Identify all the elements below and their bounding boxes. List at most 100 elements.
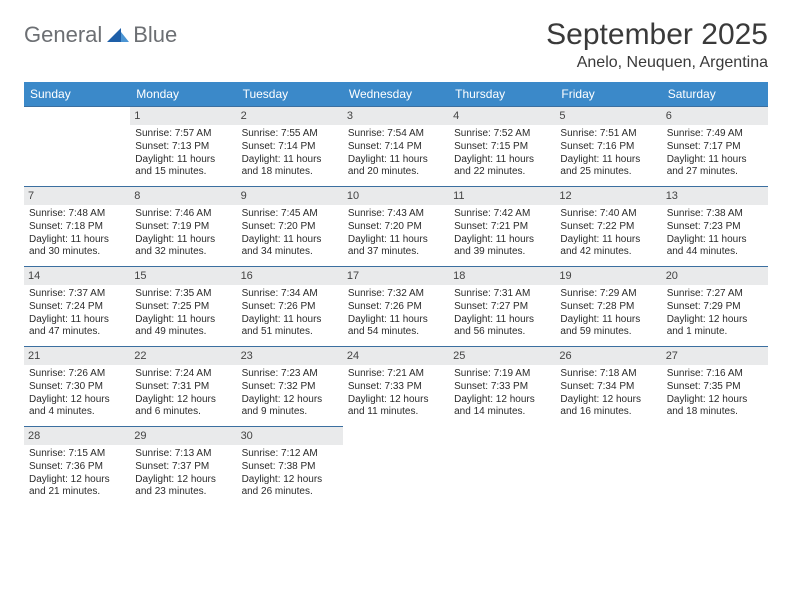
day-number: 5 xyxy=(555,107,661,125)
day-details: Sunrise: 7:21 AMSunset: 7:33 PMDaylight:… xyxy=(348,368,444,419)
weekday-header: Saturday xyxy=(662,82,768,107)
calendar-cell: 2 Sunrise: 7:55 AMSunset: 7:14 PMDaylight… xyxy=(237,107,343,187)
calendar-cell: 30Sunrise: 7:12 AMSunset: 7:38 PMDayligh… xyxy=(237,427,343,507)
calendar-cell: 22 Sunrise: 7:24 AMSunset: 7:31 PMDayligh… xyxy=(130,347,236,427)
calendar-cell: 8 Sunrise: 7:46 AMSunset: 7:19 PMDaylight… xyxy=(130,187,236,267)
calendar-cell: 11Sunrise: 7:42 AMSunset: 7:21 PMDayligh… xyxy=(449,187,555,267)
day-number: 13 xyxy=(662,187,768,205)
day-details: Sunrise: 7:49 AMSunset: 7:17 PMDaylight:… xyxy=(667,128,763,179)
day-details: Sunrise: 7:29 AMSunset: 7:28 PMDaylight:… xyxy=(560,288,656,339)
day-number: 3 xyxy=(343,107,449,125)
calendar-week-row: 28 Sunrise: 7:15 AMSunset: 7:36 PMDayligh… xyxy=(24,427,768,507)
calendar-cell: 5 Sunrise: 7:51 AMSunset: 7:16 PMDaylight… xyxy=(555,107,661,187)
calendar-week-row: 14 Sunrise: 7:37 AMSunset: 7:24 PMDayligh… xyxy=(24,267,768,347)
calendar-cell: 13 Sunrise: 7:38 AMSunset: 7:23 PMDayligh… xyxy=(662,187,768,267)
calendar-cell: 17Sunrise: 7:32 AMSunset: 7:26 PMDayligh… xyxy=(343,267,449,347)
day-details: Sunrise: 7:23 AMSunset: 7:32 PMDaylight:… xyxy=(242,368,338,419)
day-number: 4 xyxy=(449,107,555,125)
calendar-cell: 23 Sunrise: 7:23 AMSunset: 7:32 PMDayligh… xyxy=(237,347,343,427)
calendar-cell xyxy=(24,107,130,187)
day-number: 8 xyxy=(130,187,236,205)
day-details: Sunrise: 7:54 AMSunset: 7:14 PMDaylight:… xyxy=(348,128,444,179)
day-details: Sunrise: 7:52 AMSunset: 7:15 PMDaylight:… xyxy=(454,128,550,179)
day-number: 12 xyxy=(555,187,661,205)
calendar-cell: 19 Sunrise: 7:29 AMSunset: 7:28 PMDayligh… xyxy=(555,267,661,347)
calendar-cell: 3 Sunrise: 7:54 AMSunset: 7:14 PMDaylight… xyxy=(343,107,449,187)
logo-text-1: General xyxy=(24,22,102,47)
page-header: General Blue September 2025 Anelo, Neuqu… xyxy=(24,18,768,72)
calendar-cell: 27 Sunrise: 7:16 AMSunset: 7:35 PMDayligh… xyxy=(662,347,768,427)
day-number: 18 xyxy=(449,267,555,285)
weekday-header: Wednesday xyxy=(343,82,449,107)
title-block: September 2025 Anelo, Neuquen, Argentina xyxy=(546,18,768,72)
weekday-header: Tuesday xyxy=(237,82,343,107)
day-details: Sunrise: 7:37 AMSunset: 7:24 PMDaylight:… xyxy=(29,288,125,339)
day-number: 6 xyxy=(662,107,768,125)
day-number: 29 xyxy=(130,427,236,445)
day-number: 24 xyxy=(343,347,449,365)
day-details: Sunrise: 7:12 AMSunset: 7:38 PMDaylight:… xyxy=(242,448,338,499)
day-details: Sunrise: 7:15 AMSunset: 7:36 PMDaylight:… xyxy=(29,448,125,499)
logo-triangle-icon xyxy=(107,26,129,44)
weekday-header: Thursday xyxy=(449,82,555,107)
calendar-week-row: 7 Sunrise: 7:48 AMSunset: 7:18 PMDaylight… xyxy=(24,187,768,267)
day-number: 7 xyxy=(24,187,130,205)
day-details: Sunrise: 7:16 AMSunset: 7:35 PMDaylight:… xyxy=(667,368,763,419)
day-number: 15 xyxy=(130,267,236,285)
day-number: 23 xyxy=(237,347,343,365)
calendar-cell: 16Sunrise: 7:34 AMSunset: 7:26 PMDayligh… xyxy=(237,267,343,347)
calendar-cell xyxy=(555,427,661,507)
calendar-cell: 28 Sunrise: 7:15 AMSunset: 7:36 PMDayligh… xyxy=(24,427,130,507)
calendar-cell: 6 Sunrise: 7:49 AMSunset: 7:17 PMDaylight… xyxy=(662,107,768,187)
calendar-cell: 10 Sunrise: 7:43 AMSunset: 7:20 PMDayligh… xyxy=(343,187,449,267)
day-details: Sunrise: 7:57 AMSunset: 7:13 PMDaylight:… xyxy=(135,128,231,179)
weekday-header: Friday xyxy=(555,82,661,107)
calendar-cell xyxy=(662,427,768,507)
day-number: 1 xyxy=(130,107,236,125)
day-details: Sunrise: 7:46 AMSunset: 7:19 PMDaylight:… xyxy=(135,208,231,259)
day-number: 2 xyxy=(237,107,343,125)
calendar-cell xyxy=(343,427,449,507)
day-details: Sunrise: 7:45 AMSunset: 7:20 PMDaylight:… xyxy=(242,208,338,259)
day-details: Sunrise: 7:34 AMSunset: 7:26 PMDaylight:… xyxy=(242,288,338,339)
day-number: 14 xyxy=(24,267,130,285)
day-details: Sunrise: 7:24 AMSunset: 7:31 PMDaylight:… xyxy=(135,368,231,419)
day-number: 28 xyxy=(24,427,130,445)
day-details: Sunrise: 7:18 AMSunset: 7:34 PMDaylight:… xyxy=(560,368,656,419)
day-details: Sunrise: 7:43 AMSunset: 7:20 PMDaylight:… xyxy=(348,208,444,259)
calendar-cell: 21Sunrise: 7:26 AMSunset: 7:30 PMDayligh… xyxy=(24,347,130,427)
calendar-cell: 24 Sunrise: 7:21 AMSunset: 7:33 PMDayligh… xyxy=(343,347,449,427)
calendar-cell: 29 Sunrise: 7:13 AMSunset: 7:37 PMDayligh… xyxy=(130,427,236,507)
day-details: Sunrise: 7:31 AMSunset: 7:27 PMDaylight:… xyxy=(454,288,550,339)
weekday-header: Sunday xyxy=(24,82,130,107)
calendar-cell: 7 Sunrise: 7:48 AMSunset: 7:18 PMDaylight… xyxy=(24,187,130,267)
day-details: Sunrise: 7:48 AMSunset: 7:18 PMDaylight:… xyxy=(29,208,125,259)
calendar-cell: 15 Sunrise: 7:35 AMSunset: 7:25 PMDayligh… xyxy=(130,267,236,347)
calendar-week-row: 21Sunrise: 7:26 AMSunset: 7:30 PMDayligh… xyxy=(24,347,768,427)
day-details: Sunrise: 7:51 AMSunset: 7:16 PMDaylight:… xyxy=(560,128,656,179)
day-number: 19 xyxy=(555,267,661,285)
day-details: Sunrise: 7:42 AMSunset: 7:21 PMDaylight:… xyxy=(454,208,550,259)
calendar-cell: 14 Sunrise: 7:37 AMSunset: 7:24 PMDayligh… xyxy=(24,267,130,347)
day-details: Sunrise: 7:38 AMSunset: 7:23 PMDaylight:… xyxy=(667,208,763,259)
calendar-cell xyxy=(449,427,555,507)
day-number: 20 xyxy=(662,267,768,285)
day-details: Sunrise: 7:40 AMSunset: 7:22 PMDaylight:… xyxy=(560,208,656,259)
day-details: Sunrise: 7:55 AMSunset: 7:14 PMDaylight:… xyxy=(242,128,338,179)
day-number: 26 xyxy=(555,347,661,365)
day-details: Sunrise: 7:27 AMSunset: 7:29 PMDaylight:… xyxy=(667,288,763,339)
weekday-header-row: SundayMondayTuesdayWednesdayThursdayFrid… xyxy=(24,82,768,107)
day-details: Sunrise: 7:13 AMSunset: 7:37 PMDaylight:… xyxy=(135,448,231,499)
logo: General Blue xyxy=(24,22,177,48)
day-number: 10 xyxy=(343,187,449,205)
day-details: Sunrise: 7:19 AMSunset: 7:33 PMDaylight:… xyxy=(454,368,550,419)
day-number: 27 xyxy=(662,347,768,365)
day-number: 22 xyxy=(130,347,236,365)
calendar-cell: 18 Sunrise: 7:31 AMSunset: 7:27 PMDayligh… xyxy=(449,267,555,347)
day-number: 25 xyxy=(449,347,555,365)
month-title: September 2025 xyxy=(546,18,768,52)
day-details: Sunrise: 7:35 AMSunset: 7:25 PMDaylight:… xyxy=(135,288,231,339)
weekday-header: Monday xyxy=(130,82,236,107)
calendar-cell: 9Sunrise: 7:45 AMSunset: 7:20 PMDaylight… xyxy=(237,187,343,267)
day-details: Sunrise: 7:26 AMSunset: 7:30 PMDaylight:… xyxy=(29,368,125,419)
